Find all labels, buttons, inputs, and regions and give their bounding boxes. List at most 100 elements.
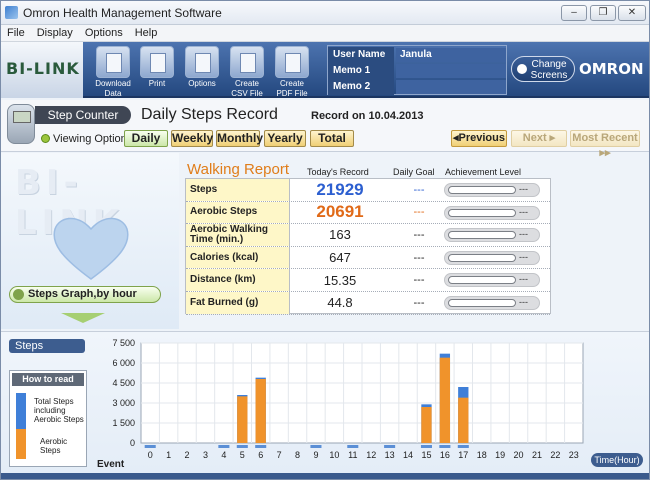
report-row-label: Aerobic Steps — [186, 201, 290, 224]
menu-file[interactable]: File — [7, 27, 25, 39]
event-marker — [310, 445, 322, 448]
x-tick-label: 11 — [348, 450, 357, 460]
x-tick-label: 20 — [514, 450, 524, 460]
steps-tab[interactable]: Steps — [9, 339, 85, 353]
tool-label: Options — [188, 79, 216, 88]
period-daily-button[interactable]: Daily — [124, 130, 168, 147]
report-row-goal: --- — [413, 274, 425, 287]
report-row-value: 15.35 — [323, 272, 357, 288]
change-screens-button[interactable]: Change Screens — [511, 56, 575, 82]
y-tick-label: 0 — [130, 438, 135, 448]
report-row-label: Steps — [186, 179, 290, 201]
options-icon — [185, 46, 219, 78]
menu-options[interactable]: Options — [84, 27, 123, 39]
achievement-bar: --- — [444, 250, 540, 265]
aerobic-steps-bar — [421, 407, 432, 443]
status-bar — [1, 473, 649, 479]
x-tick-label: 17 — [458, 450, 468, 460]
tool-label: Create — [234, 79, 259, 88]
user-name-value: Janula — [396, 48, 506, 62]
report-row-value: 44.8 — [327, 295, 353, 311]
time-hour-button[interactable]: Time(Hour) — [591, 453, 643, 467]
report-row-label: Aerobic Walking Time (min.) — [186, 224, 290, 246]
create-pdf-button[interactable]: Create PDF File — [270, 46, 314, 98]
x-tick-label: 16 — [440, 450, 450, 460]
app-icon — [5, 6, 18, 19]
x-tick-label: 19 — [495, 450, 505, 460]
x-tick-label: 6 — [258, 450, 263, 460]
most-recent-button[interactable]: Most Recent ▸▸ — [570, 130, 640, 159]
viewing-options-icon — [41, 134, 50, 143]
memo1-label: Memo 1 — [328, 63, 394, 79]
left-panel: BI-LINK Steps Graph,by hour — [1, 153, 179, 329]
x-tick-label: 13 — [385, 450, 395, 460]
report-row-value: 647 — [329, 250, 351, 266]
tool-label: Create — [279, 79, 304, 88]
download-icon — [96, 46, 130, 78]
report-row-label: Fat Burned (g) — [186, 292, 290, 314]
header-toolbar: BI-LINK Download Data Print Options Crea… — [1, 42, 649, 98]
next-button[interactable]: Next ▸ — [511, 130, 567, 147]
how-to-read-graph: How to read graph Total Steps including … — [9, 370, 87, 467]
report-row: Fat Burned (g) 44.8 --- --- — [186, 292, 550, 315]
memo1-value[interactable] — [396, 64, 506, 78]
memo2-value[interactable] — [396, 80, 506, 94]
minimize-button[interactable]: – — [561, 5, 587, 21]
report-row: Calories (kcal) 647 --- --- — [186, 246, 550, 270]
steps-graph-button[interactable]: Steps Graph,by hour — [9, 286, 161, 303]
memo1-row: Memo 1 — [328, 63, 506, 79]
howto-title: How to read graph — [12, 373, 84, 397]
csv-icon — [230, 46, 264, 78]
omron-logo: OMRON — [579, 60, 644, 78]
menu-help[interactable]: Help — [134, 27, 158, 39]
aerobic-steps-bar — [439, 357, 451, 443]
achievement-bar-fill — [448, 253, 516, 262]
period-monthly-button[interactable]: Monthly — [216, 130, 263, 147]
x-tick-label: 8 — [295, 450, 300, 460]
viewing-options-label: Viewing Options — [53, 133, 133, 145]
achievement-bar-fill — [448, 299, 516, 307]
tool-label: Download — [95, 79, 131, 88]
report-row: Aerobic Walking Time (min.) 163 --- --- — [186, 224, 550, 247]
event-marker — [144, 445, 156, 448]
memo2-label: Memo 2 — [328, 79, 394, 95]
tool-label: Print — [148, 79, 166, 88]
event-marker — [255, 445, 267, 448]
period-total-button[interactable]: Total — [310, 130, 354, 147]
print-button[interactable]: Print — [135, 46, 179, 96]
achievement-bar: --- — [444, 183, 540, 197]
x-tick-label: 12 — [366, 450, 376, 460]
options-button[interactable]: Options — [180, 46, 224, 96]
col-level-header: Achievement Level — [445, 167, 522, 177]
achievement-level: --- — [519, 229, 528, 240]
y-tick-label: 1 500 — [112, 418, 135, 428]
menu-display[interactable]: Display — [36, 27, 73, 39]
event-marker — [457, 445, 469, 448]
period-weekly-button[interactable]: Weekly — [171, 130, 214, 147]
aerobic-steps-legend-bar — [16, 429, 26, 459]
x-tick-label: 18 — [477, 450, 487, 460]
previous-button[interactable]: ◂Previous — [451, 130, 507, 147]
x-tick-label: 9 — [313, 450, 318, 460]
achievement-level: --- — [519, 206, 528, 217]
howto-aerobic-label: Aerobic Steps — [40, 437, 68, 455]
step-counter-tab[interactable]: Step Counter — [35, 106, 131, 124]
steps-graph-label: Steps Graph,by hour — [28, 288, 137, 300]
achievement-bar: --- — [444, 273, 540, 288]
heart-icon — [53, 217, 129, 280]
event-marker — [384, 445, 396, 448]
event-label: Event — [97, 459, 125, 470]
memo2-row: Memo 2 — [328, 79, 506, 95]
report-row-value: 163 — [329, 227, 351, 243]
pedometer-icon — [7, 104, 35, 144]
user-panel: User Name Janula Memo 1 Memo 2 — [327, 45, 507, 95]
download-data-button[interactable]: Download Data — [91, 46, 135, 98]
achievement-level: --- — [519, 184, 528, 194]
close-button[interactable]: ✕ — [618, 5, 646, 21]
maximize-button[interactable]: ❐ — [590, 5, 616, 21]
achievement-bar-fill — [448, 186, 516, 194]
period-yearly-button[interactable]: Yearly — [264, 130, 306, 147]
create-csv-button[interactable]: Create CSV File — [225, 46, 269, 98]
report-row-value: 21929 — [316, 179, 364, 199]
